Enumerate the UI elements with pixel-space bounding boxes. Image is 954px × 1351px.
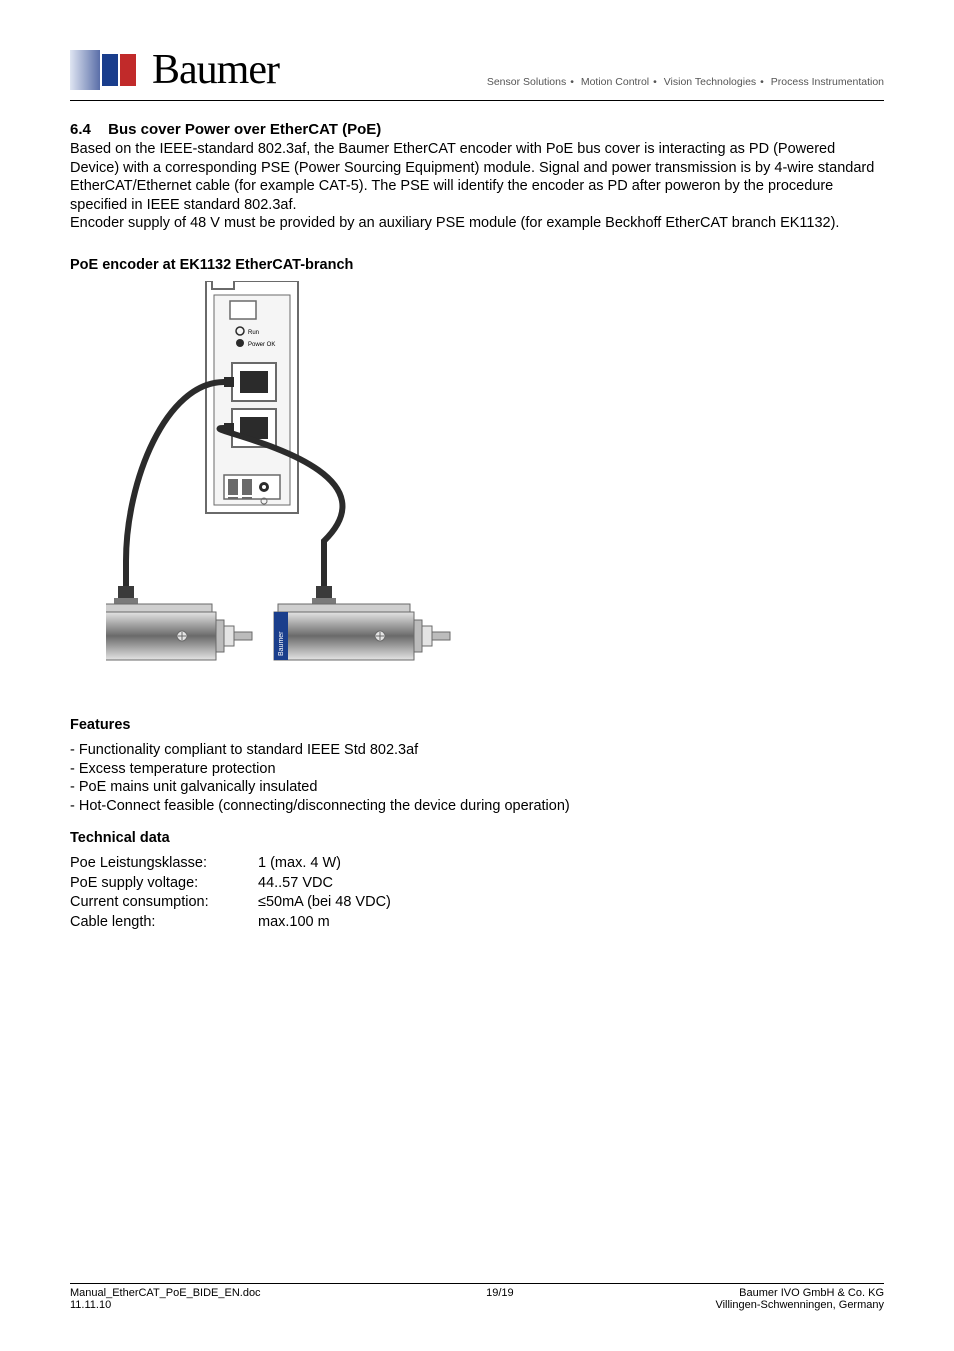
techdata-heading: Technical data	[70, 830, 884, 846]
footer-page: 19/19	[486, 1287, 514, 1299]
diagram-caption: PoE encoder at EK1132 EtherCAT-branch	[70, 257, 884, 273]
logo-halftone-icon	[70, 50, 142, 90]
techdata-row: PoE supply voltage: 44..57 VDC	[70, 874, 884, 894]
techdata-label: PoE supply voltage:	[70, 874, 258, 894]
section-heading: 6.4 Bus cover Power over EtherCAT (PoE)	[70, 121, 884, 138]
encoder-left-icon: Baumer	[106, 586, 252, 660]
techdata-value: max.100 m	[258, 913, 330, 933]
led-power-label: Power OK	[248, 342, 275, 348]
diagram-svg: Run Power OK	[106, 281, 486, 681]
pse-module-icon: Run Power OK	[206, 281, 298, 513]
feature-item: - Functionality compliant to standard IE…	[70, 741, 884, 760]
techdata-value: 44..57 VDC	[258, 874, 333, 894]
encoder-right-icon: Baumer	[274, 586, 450, 660]
techdata-value: ≤50mA (bei 48 VDC)	[258, 893, 391, 913]
encoder-brand-label: Baumer	[278, 631, 285, 656]
footer-location: Villingen-Schwenningen, Germany	[715, 1299, 884, 1311]
logo: Baumer	[70, 46, 279, 94]
techdata-label: Current consumption:	[70, 893, 258, 913]
features-list: - Functionality compliant to standard IE…	[70, 741, 884, 816]
section-paragraph: Based on the IEEE-standard 802.3af, the …	[70, 140, 884, 233]
feature-item: - Hot-Connect feasible (connecting/disco…	[70, 797, 884, 816]
section-number: 6.4	[70, 121, 104, 138]
tagline-part: Process Instrumentation	[771, 76, 884, 88]
page-footer: Manual_EtherCAT_PoE_BIDE_EN.doc 19/19 Ba…	[70, 1283, 884, 1311]
led-run-label: Run	[248, 330, 259, 336]
techdata-row: Cable length: max.100 m	[70, 913, 884, 933]
tagline-part: Sensor Solutions	[487, 76, 566, 88]
page-header: Baumer Sensor Solutions• Motion Control•…	[70, 46, 884, 101]
techdata-row: Current consumption: ≤50mA (bei 48 VDC)	[70, 893, 884, 913]
techdata-label: Cable length:	[70, 913, 258, 933]
feature-item: - Excess temperature protection	[70, 760, 884, 779]
techdata-row: Poe Leistungsklasse: 1 (max. 4 W)	[70, 854, 884, 874]
brand-name: Baumer	[152, 46, 279, 94]
footer-company: Baumer IVO GmbH & Co. KG	[739, 1287, 884, 1299]
wiring-diagram: Run Power OK	[106, 281, 884, 685]
techdata-label: Poe Leistungsklasse:	[70, 854, 258, 874]
header-tagline: Sensor Solutions• Motion Control• Vision…	[487, 76, 884, 94]
techdata-value: 1 (max. 4 W)	[258, 854, 341, 874]
section-title: Bus cover Power over EtherCAT (PoE)	[108, 121, 381, 138]
tagline-part: Motion Control	[581, 76, 649, 88]
techdata-table: Poe Leistungsklasse: 1 (max. 4 W) PoE su…	[70, 854, 884, 932]
tagline-part: Vision Technologies	[664, 76, 756, 88]
footer-date: 11.11.10	[70, 1299, 111, 1311]
footer-doc: Manual_EtherCAT_PoE_BIDE_EN.doc	[70, 1287, 261, 1299]
features-heading: Features	[70, 717, 884, 733]
feature-item: - PoE mains unit galvanically insulated	[70, 778, 884, 797]
